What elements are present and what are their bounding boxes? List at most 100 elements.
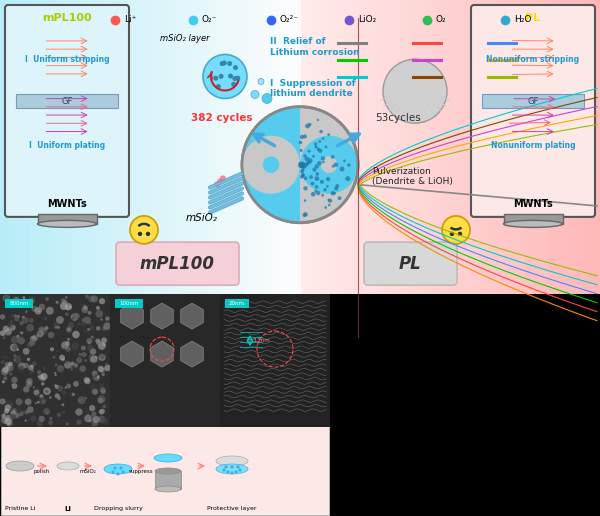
- Circle shape: [317, 119, 319, 121]
- Circle shape: [224, 465, 227, 469]
- Circle shape: [119, 466, 122, 470]
- Circle shape: [70, 366, 73, 368]
- Circle shape: [90, 358, 95, 363]
- Circle shape: [10, 402, 14, 406]
- Text: Pulverization
(Dendrite & LiOH): Pulverization (Dendrite & LiOH): [372, 167, 453, 186]
- Circle shape: [302, 164, 307, 169]
- Circle shape: [2, 336, 6, 340]
- Circle shape: [25, 382, 28, 384]
- Circle shape: [23, 348, 29, 354]
- Circle shape: [66, 423, 68, 425]
- Circle shape: [100, 318, 103, 321]
- Bar: [37, 214, 97, 224]
- Circle shape: [37, 401, 40, 404]
- Wedge shape: [242, 107, 300, 223]
- Circle shape: [233, 65, 238, 70]
- Circle shape: [40, 394, 43, 398]
- Circle shape: [231, 82, 236, 87]
- Circle shape: [99, 409, 104, 414]
- Circle shape: [32, 335, 38, 341]
- Circle shape: [79, 365, 86, 372]
- Bar: [90, 0, 98, 294]
- Circle shape: [68, 305, 71, 309]
- Bar: [67, 0, 76, 294]
- Circle shape: [86, 338, 92, 344]
- Circle shape: [25, 410, 29, 414]
- Circle shape: [230, 472, 233, 475]
- Circle shape: [303, 135, 307, 138]
- Bar: [525, 0, 533, 294]
- Circle shape: [305, 123, 310, 128]
- Circle shape: [57, 396, 61, 400]
- Bar: [155, 471, 181, 489]
- Circle shape: [100, 353, 105, 359]
- Circle shape: [36, 394, 39, 397]
- Circle shape: [2, 380, 5, 383]
- Circle shape: [10, 408, 13, 411]
- Bar: [187, 0, 196, 294]
- Circle shape: [89, 354, 93, 359]
- Circle shape: [45, 297, 49, 301]
- Circle shape: [313, 168, 317, 172]
- Circle shape: [11, 383, 17, 389]
- Circle shape: [64, 346, 66, 349]
- Circle shape: [44, 317, 47, 320]
- Circle shape: [76, 420, 82, 425]
- Circle shape: [65, 312, 69, 316]
- Circle shape: [4, 409, 9, 414]
- Circle shape: [27, 343, 32, 348]
- Circle shape: [56, 316, 64, 324]
- Circle shape: [216, 84, 221, 89]
- Circle shape: [10, 320, 13, 322]
- Circle shape: [30, 415, 37, 422]
- Circle shape: [59, 354, 65, 361]
- Circle shape: [38, 375, 44, 381]
- Circle shape: [83, 377, 90, 383]
- Circle shape: [7, 399, 13, 406]
- Text: Dropping slurry: Dropping slurry: [94, 506, 142, 511]
- Circle shape: [11, 377, 17, 383]
- Circle shape: [22, 316, 25, 319]
- Circle shape: [383, 59, 447, 123]
- Bar: [143, 0, 151, 294]
- Circle shape: [305, 162, 308, 165]
- Circle shape: [8, 362, 13, 366]
- Text: mPL100: mPL100: [139, 255, 215, 273]
- Circle shape: [5, 329, 12, 335]
- Circle shape: [11, 336, 19, 344]
- Circle shape: [2, 295, 10, 302]
- Circle shape: [112, 471, 115, 474]
- Circle shape: [74, 363, 78, 367]
- Circle shape: [10, 410, 16, 415]
- Bar: [115, 299, 143, 308]
- Circle shape: [28, 380, 31, 383]
- Circle shape: [317, 161, 322, 166]
- Circle shape: [34, 390, 40, 395]
- Circle shape: [89, 322, 92, 325]
- Circle shape: [327, 133, 330, 136]
- Circle shape: [41, 399, 46, 404]
- Text: mSiO₂: mSiO₂: [186, 213, 218, 222]
- Text: LiO₂: LiO₂: [358, 15, 376, 24]
- Circle shape: [85, 359, 87, 362]
- Circle shape: [71, 342, 79, 350]
- Bar: [570, 0, 578, 294]
- Text: O₂²⁻: O₂²⁻: [280, 15, 299, 24]
- Circle shape: [66, 341, 69, 344]
- Circle shape: [13, 354, 16, 357]
- Circle shape: [19, 331, 22, 334]
- Circle shape: [27, 358, 30, 361]
- Circle shape: [88, 341, 91, 344]
- Circle shape: [84, 329, 89, 333]
- Circle shape: [6, 364, 14, 372]
- Bar: [285, 0, 293, 294]
- Bar: [180, 0, 188, 294]
- Circle shape: [105, 362, 108, 365]
- Bar: [360, 0, 368, 294]
- Circle shape: [37, 421, 43, 426]
- Bar: [135, 0, 143, 294]
- FancyBboxPatch shape: [471, 5, 595, 217]
- Circle shape: [87, 328, 90, 331]
- Bar: [473, 0, 481, 294]
- Circle shape: [17, 315, 20, 317]
